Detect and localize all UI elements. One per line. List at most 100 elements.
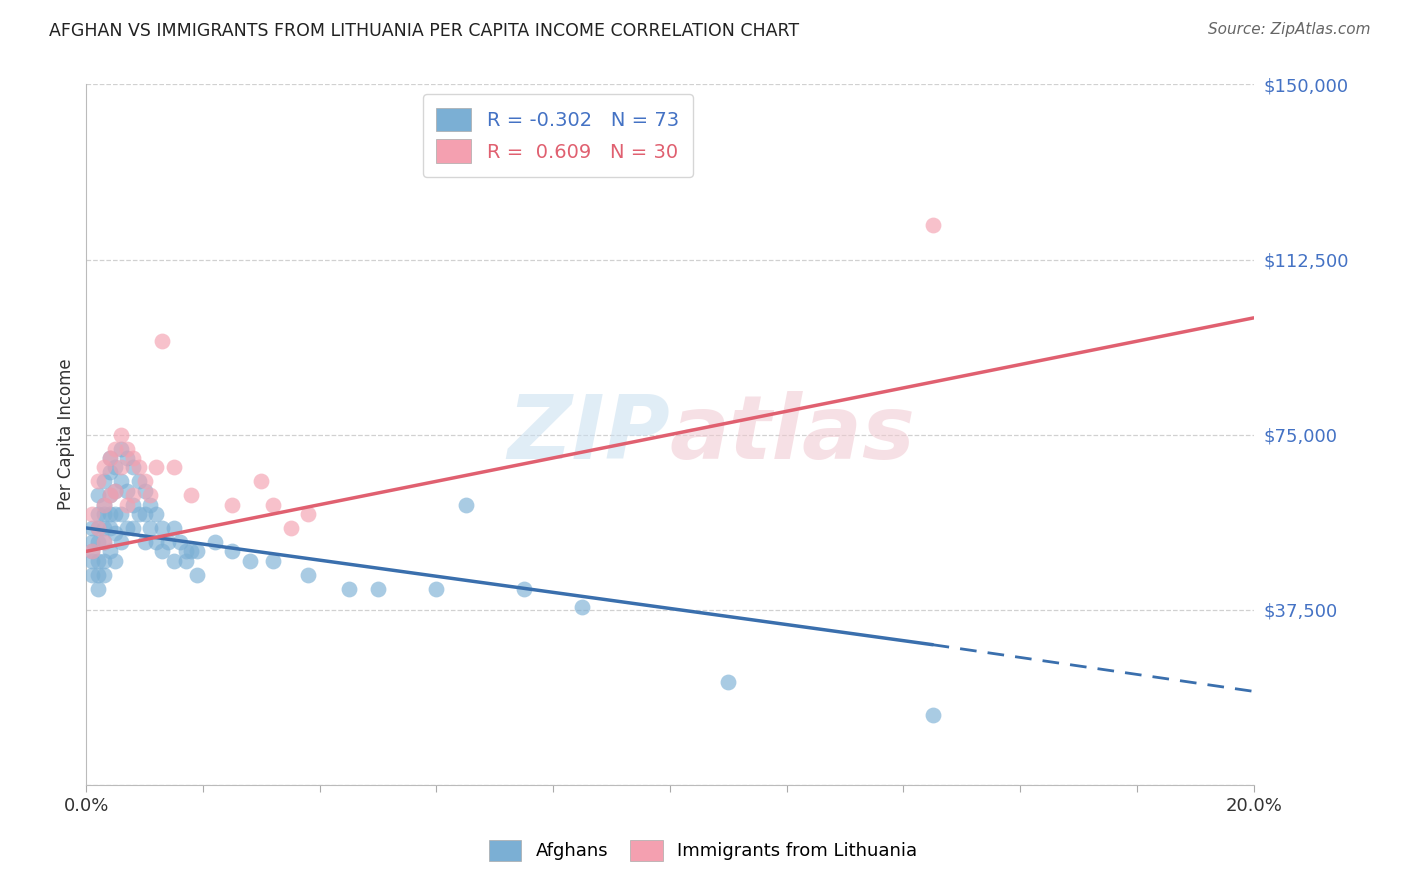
- Point: [98, 488, 121, 502]
- Point: [145, 535, 167, 549]
- Point: [921, 707, 943, 722]
- Point: [87, 475, 110, 489]
- Point: [180, 544, 202, 558]
- Point: [93, 507, 115, 521]
- Point: [156, 535, 179, 549]
- Point: [87, 488, 110, 502]
- Point: [280, 521, 302, 535]
- Point: [87, 521, 110, 535]
- Point: [128, 460, 150, 475]
- Point: [110, 507, 132, 521]
- Point: [110, 535, 132, 549]
- Point: [921, 218, 943, 232]
- Point: [122, 498, 145, 512]
- Point: [174, 544, 197, 558]
- Point: [104, 507, 127, 521]
- Point: [122, 460, 145, 475]
- Point: [115, 442, 138, 456]
- Point: [104, 554, 127, 568]
- Point: [186, 544, 208, 558]
- Point: [98, 507, 121, 521]
- Point: [104, 460, 127, 475]
- Point: [82, 535, 104, 549]
- Legend: R = -0.302   N = 73, R =  0.609   N = 30: R = -0.302 N = 73, R = 0.609 N = 30: [423, 95, 693, 177]
- Legend: Afghans, Immigrants from Lithuania: Afghans, Immigrants from Lithuania: [479, 830, 927, 870]
- Point: [139, 488, 162, 502]
- Point: [82, 567, 104, 582]
- Point: [115, 483, 138, 498]
- Point: [262, 498, 284, 512]
- Text: atlas: atlas: [669, 391, 915, 478]
- Point: [122, 488, 145, 502]
- Point: [82, 544, 104, 558]
- Point: [82, 544, 104, 558]
- Point: [82, 554, 104, 568]
- Point: [513, 582, 536, 596]
- Point: [115, 450, 138, 465]
- Point: [115, 521, 138, 535]
- Point: [93, 498, 115, 512]
- Point: [93, 567, 115, 582]
- Point: [367, 582, 389, 596]
- Point: [87, 554, 110, 568]
- Point: [87, 535, 110, 549]
- Point: [87, 507, 110, 521]
- Y-axis label: Per Capita Income: Per Capita Income: [58, 359, 75, 510]
- Point: [98, 521, 121, 535]
- Point: [145, 507, 167, 521]
- Point: [128, 507, 150, 521]
- Point: [98, 465, 121, 479]
- Point: [186, 567, 208, 582]
- Point: [110, 460, 132, 475]
- Point: [297, 507, 319, 521]
- Point: [82, 521, 104, 535]
- Point: [93, 554, 115, 568]
- Point: [93, 535, 115, 549]
- Point: [110, 442, 132, 456]
- Point: [110, 475, 132, 489]
- Point: [115, 498, 138, 512]
- Point: [128, 475, 150, 489]
- Point: [163, 554, 186, 568]
- Point: [180, 488, 202, 502]
- Point: [98, 450, 121, 465]
- Point: [169, 535, 191, 549]
- Point: [82, 507, 104, 521]
- Point: [262, 554, 284, 568]
- Point: [134, 483, 156, 498]
- Point: [98, 488, 121, 502]
- Point: [110, 427, 132, 442]
- Text: Source: ZipAtlas.com: Source: ZipAtlas.com: [1208, 22, 1371, 37]
- Point: [163, 521, 186, 535]
- Point: [139, 498, 162, 512]
- Point: [122, 450, 145, 465]
- Point: [297, 567, 319, 582]
- Point: [134, 475, 156, 489]
- Point: [87, 567, 110, 582]
- Point: [425, 582, 447, 596]
- Point: [104, 525, 127, 540]
- Point: [93, 460, 115, 475]
- Point: [87, 582, 110, 596]
- Point: [98, 544, 121, 558]
- Point: [163, 460, 186, 475]
- Point: [150, 544, 173, 558]
- Point: [174, 554, 197, 568]
- Point: [150, 334, 173, 349]
- Point: [134, 507, 156, 521]
- Point: [139, 521, 162, 535]
- Point: [104, 483, 127, 498]
- Point: [134, 535, 156, 549]
- Point: [93, 475, 115, 489]
- Point: [250, 475, 273, 489]
- Point: [93, 498, 115, 512]
- Point: [571, 600, 593, 615]
- Point: [150, 521, 173, 535]
- Point: [122, 521, 145, 535]
- Text: AFGHAN VS IMMIGRANTS FROM LITHUANIA PER CAPITA INCOME CORRELATION CHART: AFGHAN VS IMMIGRANTS FROM LITHUANIA PER …: [49, 22, 800, 40]
- Point: [337, 582, 360, 596]
- Point: [93, 535, 115, 549]
- Point: [104, 442, 127, 456]
- Point: [87, 521, 110, 535]
- Point: [717, 675, 740, 690]
